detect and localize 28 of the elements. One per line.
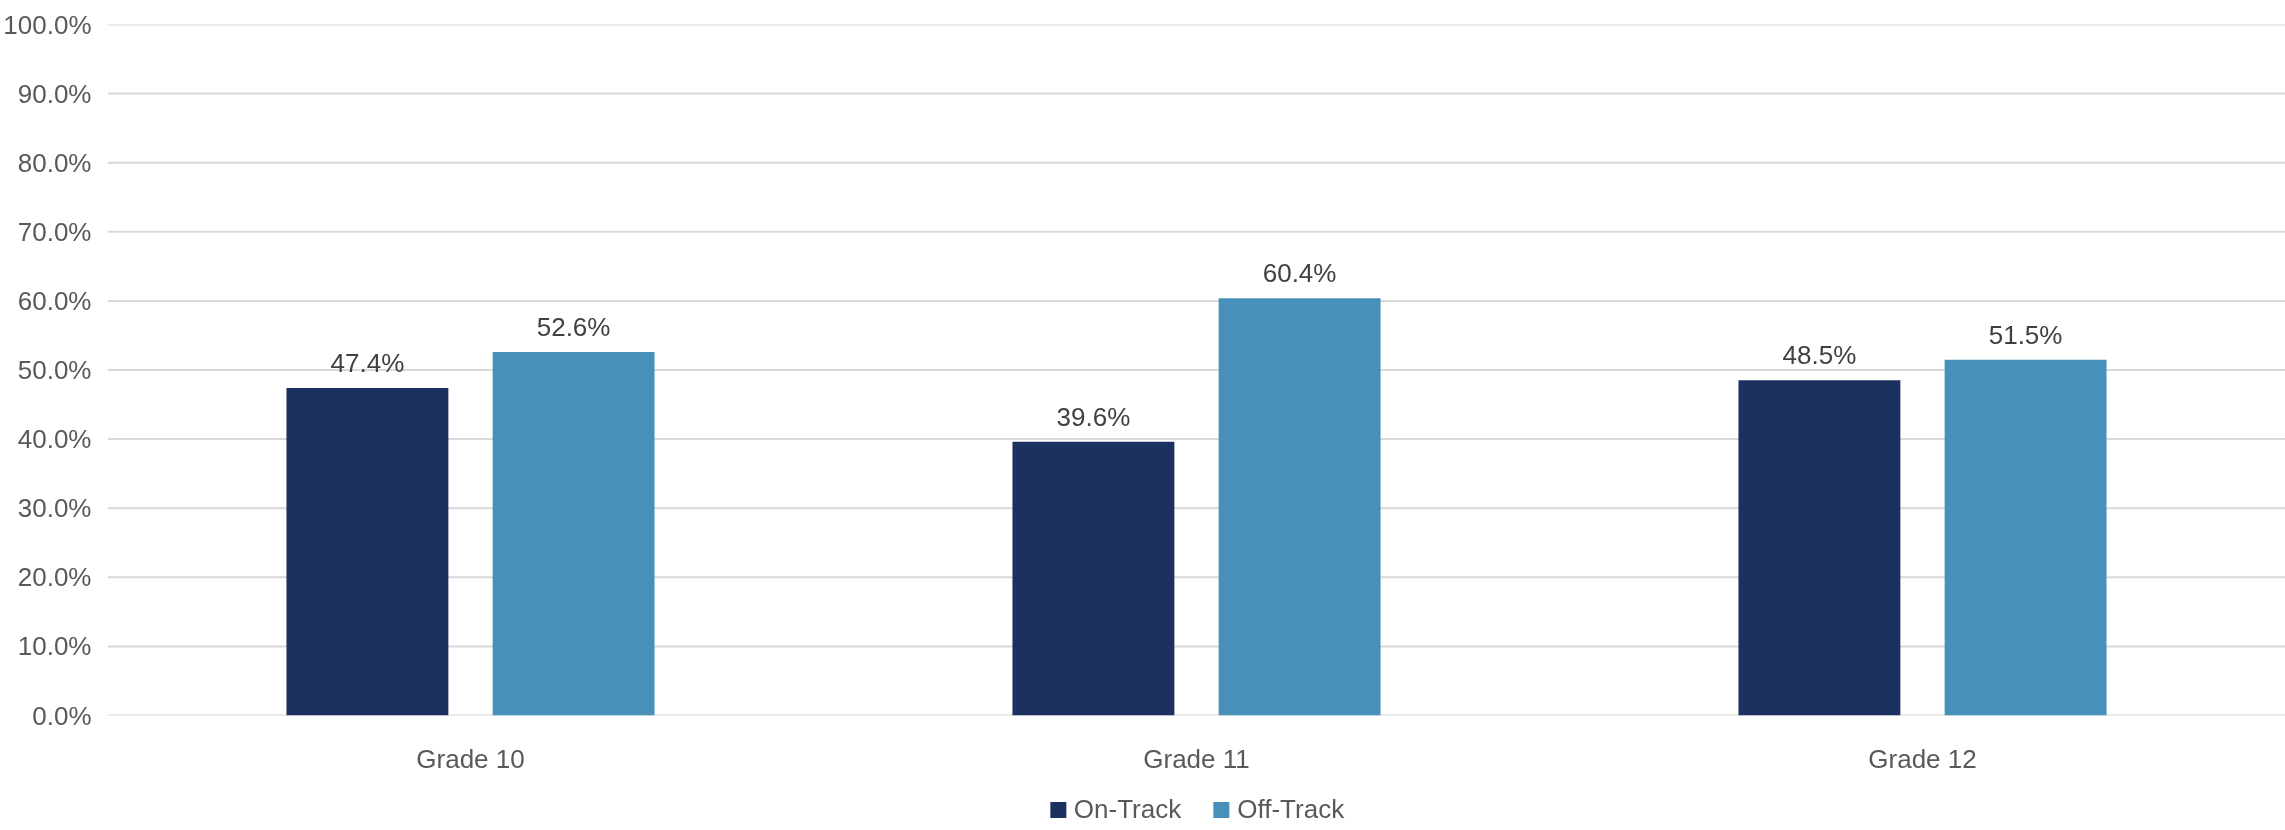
y-tick-label: 40.0%	[17, 424, 92, 455]
bar	[1218, 298, 1381, 716]
data-label: 48.5%	[1782, 340, 1857, 371]
y-tick-label: 20.0%	[17, 562, 92, 593]
y-tick-label: 10.0%	[17, 631, 92, 662]
bar	[1944, 359, 2107, 716]
y-tick-label: 70.0%	[17, 216, 92, 247]
data-label: 60.4%	[1262, 258, 1337, 289]
y-tick-label: 0.0%	[32, 700, 92, 731]
data-label: 51.5%	[1988, 319, 2063, 350]
y-tick-label: 50.0%	[17, 355, 92, 385]
y-tick-label: 60.0%	[17, 285, 92, 316]
y-tick-label: 30.0%	[17, 493, 92, 524]
bar	[492, 352, 655, 716]
bar	[1738, 380, 1901, 716]
legend-label: On-Track	[1073, 793, 1182, 825]
data-label: 39.6%	[1056, 401, 1131, 432]
x-tick-label: Grade 12	[1868, 743, 1977, 774]
bar	[1012, 441, 1175, 716]
data-label: 47.4%	[330, 347, 405, 378]
data-label: 52.6%	[536, 312, 611, 343]
y-tick-label: 80.0%	[17, 147, 92, 178]
y-tick-label: 100.0%	[3, 9, 92, 40]
x-tick-label: Grade 11	[1143, 743, 1250, 774]
bar	[286, 387, 449, 716]
x-tick-label: Grade 10	[416, 743, 525, 774]
y-tick-label: 90.0%	[17, 78, 92, 109]
legend-label: Off-Track	[1237, 793, 1345, 825]
